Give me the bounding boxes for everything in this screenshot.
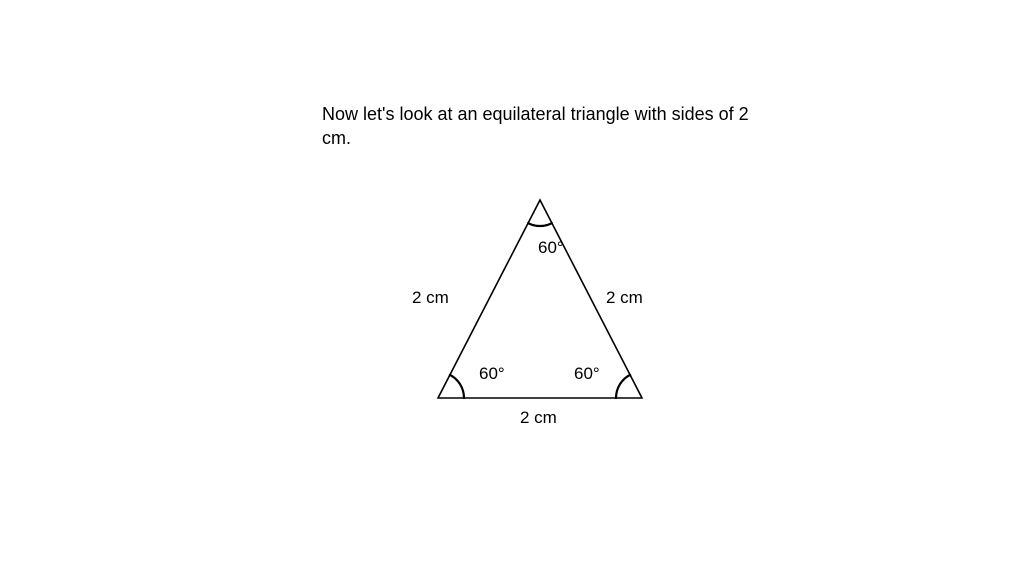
side-label-bottom: 2 cm <box>520 408 557 428</box>
side-label-left: 2 cm <box>412 288 449 308</box>
angle-arc-top <box>528 223 552 226</box>
angle-label-bottom-left: 60° <box>479 364 505 384</box>
triangle-diagram: 2 cm 2 cm 2 cm 60° 60° 60° <box>390 188 690 453</box>
angle-label-bottom-right: 60° <box>574 364 600 384</box>
angle-arc-bottom-right <box>616 375 630 398</box>
angle-arc-bottom-left <box>450 375 464 398</box>
caption-text: Now let's look at an equilateral triangl… <box>322 102 762 151</box>
side-label-right: 2 cm <box>606 288 643 308</box>
angle-label-top: 60° <box>538 238 564 258</box>
